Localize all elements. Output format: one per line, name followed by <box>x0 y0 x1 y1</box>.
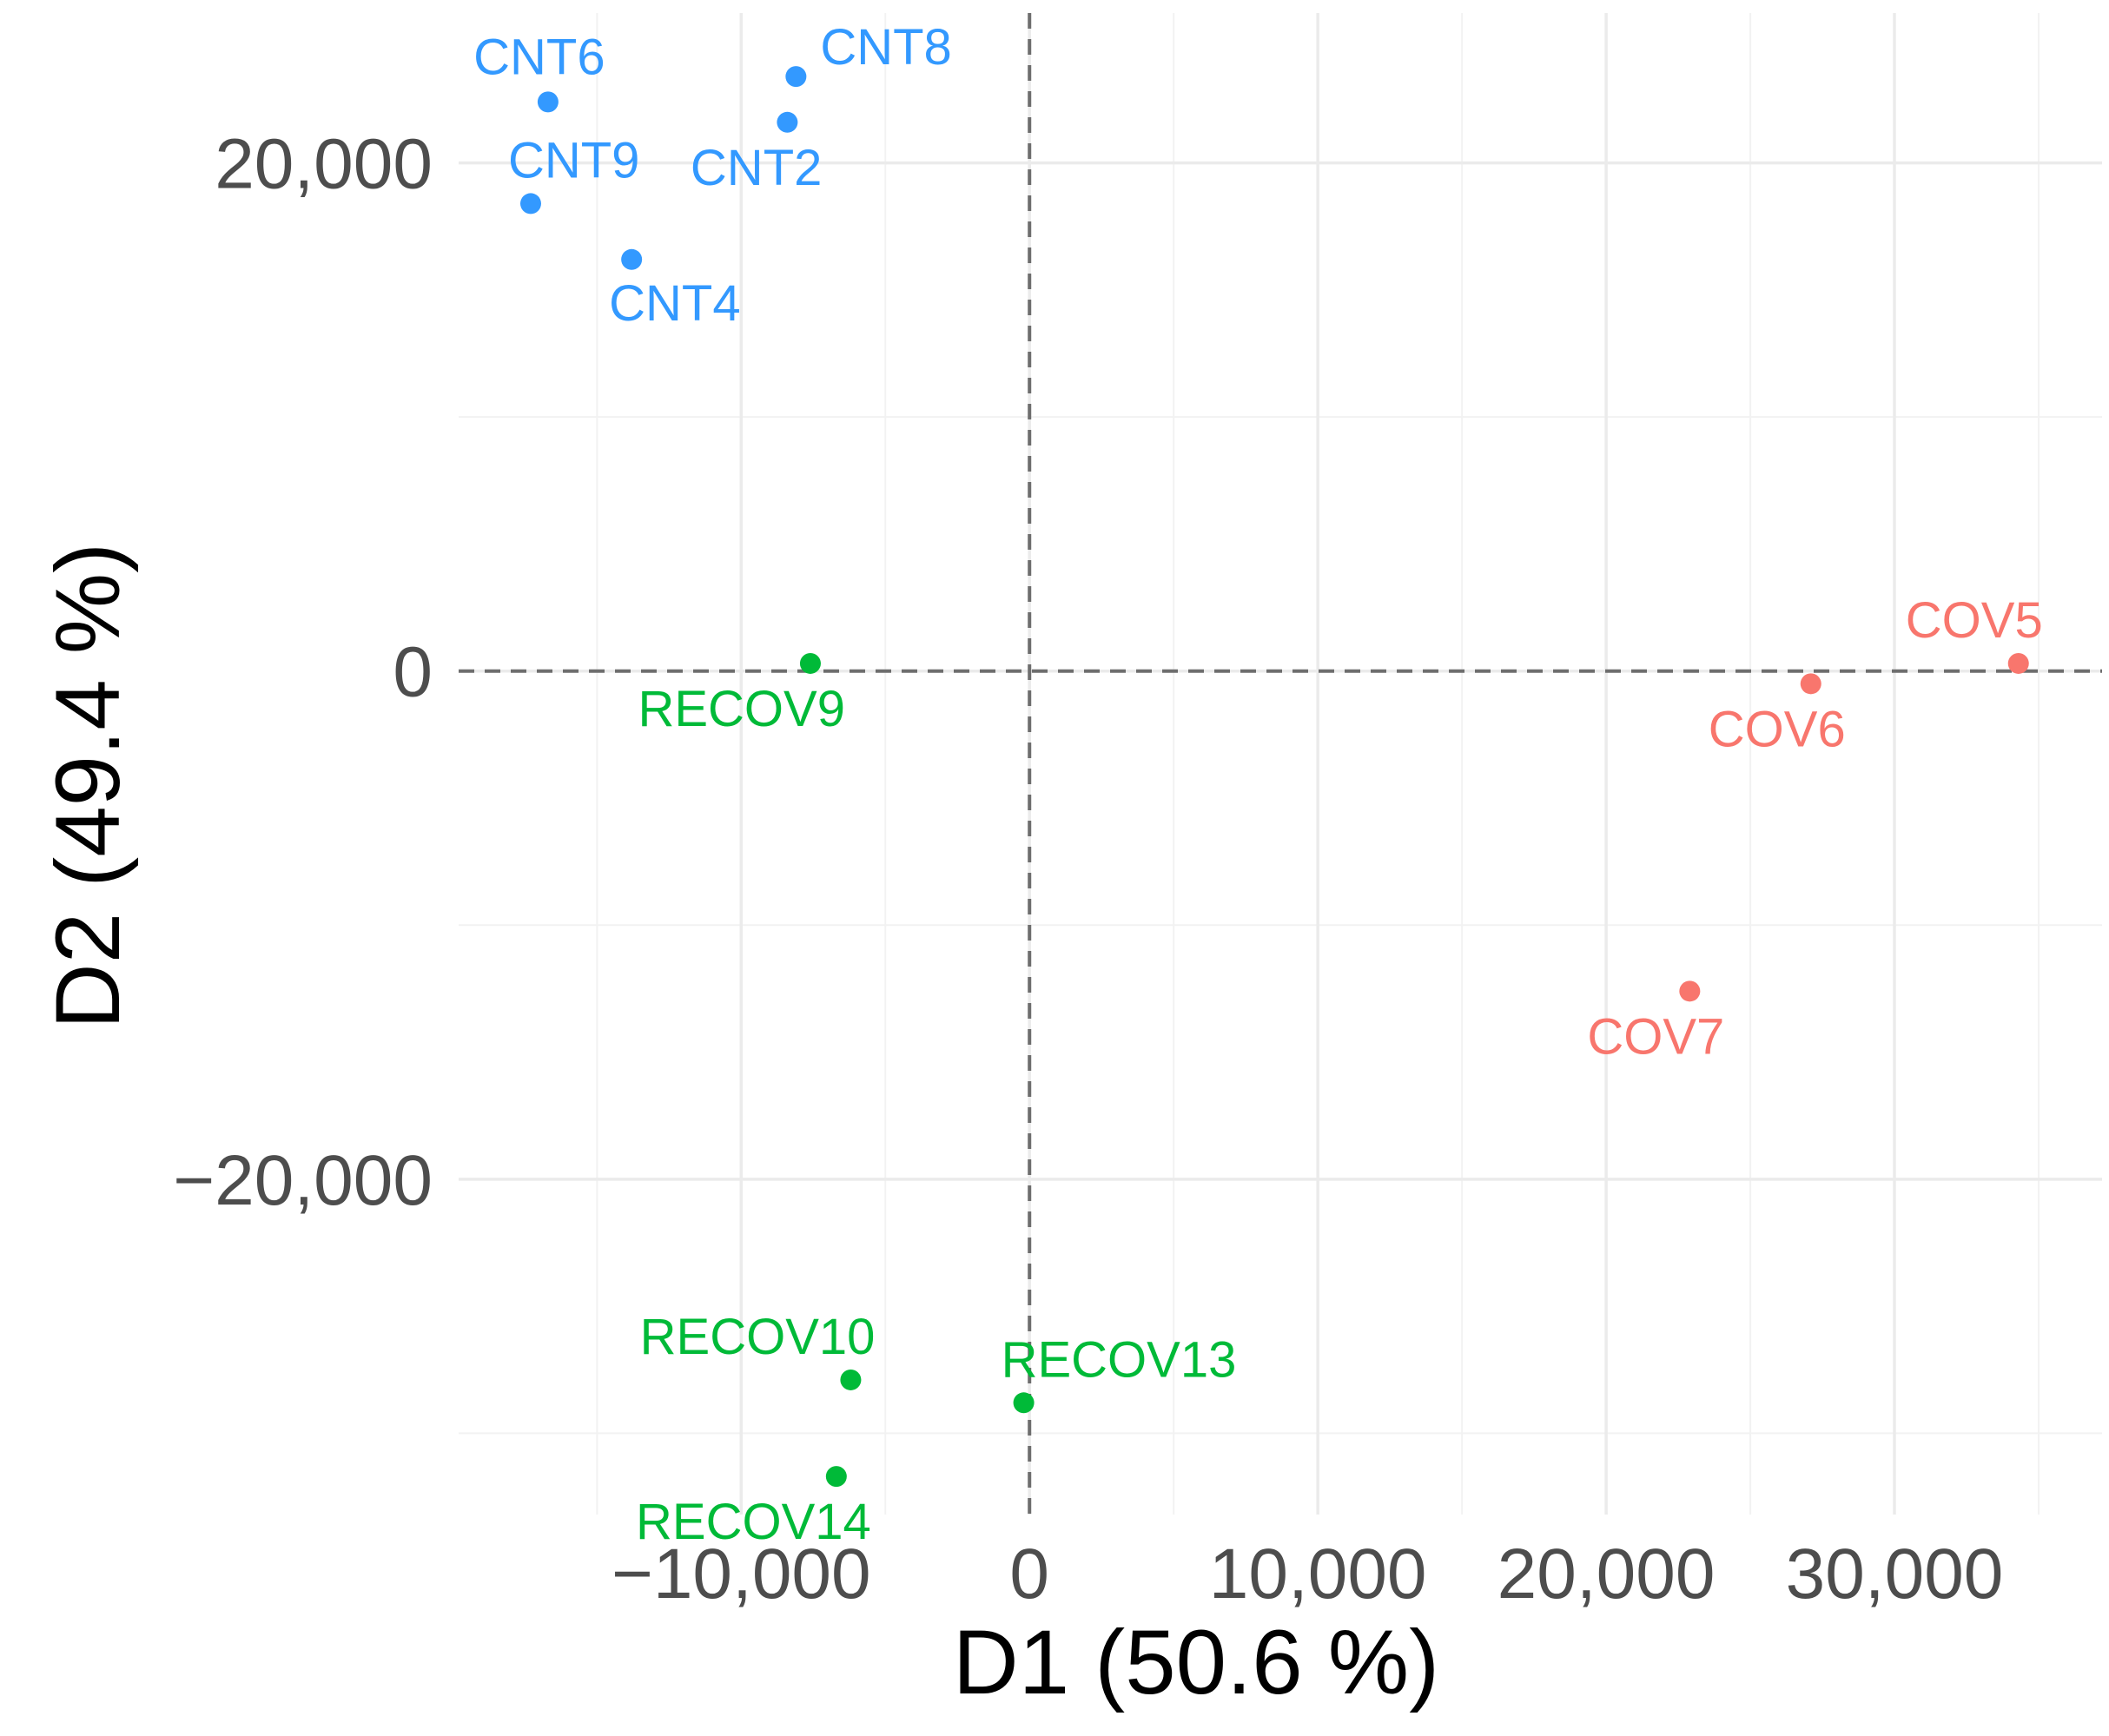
minor-gridlines <box>459 13 2102 1515</box>
point-label-cnt6: CNT6 <box>473 29 605 85</box>
point-label-cnt4: CNT4 <box>609 275 740 332</box>
data-points <box>519 66 2029 1488</box>
x-axis-tick-labels: −10,000 0 10,000 20,000 30,000 <box>612 1535 2003 1614</box>
point-label-cnt2: CNT2 <box>691 140 822 196</box>
point-label-recov9: RECOV9 <box>638 681 845 737</box>
point-label-cov5: COV5 <box>1906 592 2043 649</box>
point-label-recov14: RECOV14 <box>636 1494 871 1550</box>
data-point-cnt6 <box>537 91 559 113</box>
point-label-cnt9: CNT9 <box>508 132 639 188</box>
point-label-recov10: RECOV10 <box>640 1309 876 1365</box>
x-axis-title: D1 (50.6 %) <box>953 1612 1439 1713</box>
point-labels: CNT6 CNT8 CNT2 CNT9 CNT4 COV5 COV6 COV7 RECOV9 RE… <box>473 19 2043 1550</box>
x-tick-label: −10,000 <box>612 1535 871 1614</box>
y-axis-tick-labels: −20,000 0 20,000 <box>173 125 433 1220</box>
data-point-cnt9 <box>519 193 541 215</box>
data-point-cov6 <box>1800 673 1821 695</box>
y-tick-label: 20,000 <box>215 125 433 204</box>
point-label-cnt8: CNT8 <box>820 19 951 76</box>
x-tick-label: 10,000 <box>1209 1535 1427 1614</box>
x-tick-label: 20,000 <box>1497 1535 1716 1614</box>
data-point-cnt2 <box>777 111 798 133</box>
point-label-recov13: RECOV13 <box>1002 1331 1237 1388</box>
major-gridlines <box>459 13 2102 1515</box>
point-label-cov7: COV7 <box>1587 1008 1724 1065</box>
data-point-cov7 <box>1679 980 1701 1002</box>
y-tick-label: −20,000 <box>173 1141 433 1220</box>
x-tick-label: 30,000 <box>1786 1535 2004 1614</box>
point-label-cov6: COV6 <box>1709 701 1846 757</box>
data-point-cnt8 <box>785 66 807 88</box>
data-point-cnt4 <box>621 248 643 270</box>
data-point-recov14 <box>825 1466 847 1488</box>
data-point-recov13 <box>1013 1392 1035 1414</box>
y-tick-label: 0 <box>393 633 433 712</box>
reference-lines <box>459 13 2102 1515</box>
y-axis-title: D2 (49.4 %) <box>37 543 139 1029</box>
x-tick-label: 0 <box>1009 1535 1049 1614</box>
data-point-recov10 <box>840 1369 862 1390</box>
data-point-cov5 <box>2007 652 2029 674</box>
data-point-recov9 <box>799 652 821 674</box>
